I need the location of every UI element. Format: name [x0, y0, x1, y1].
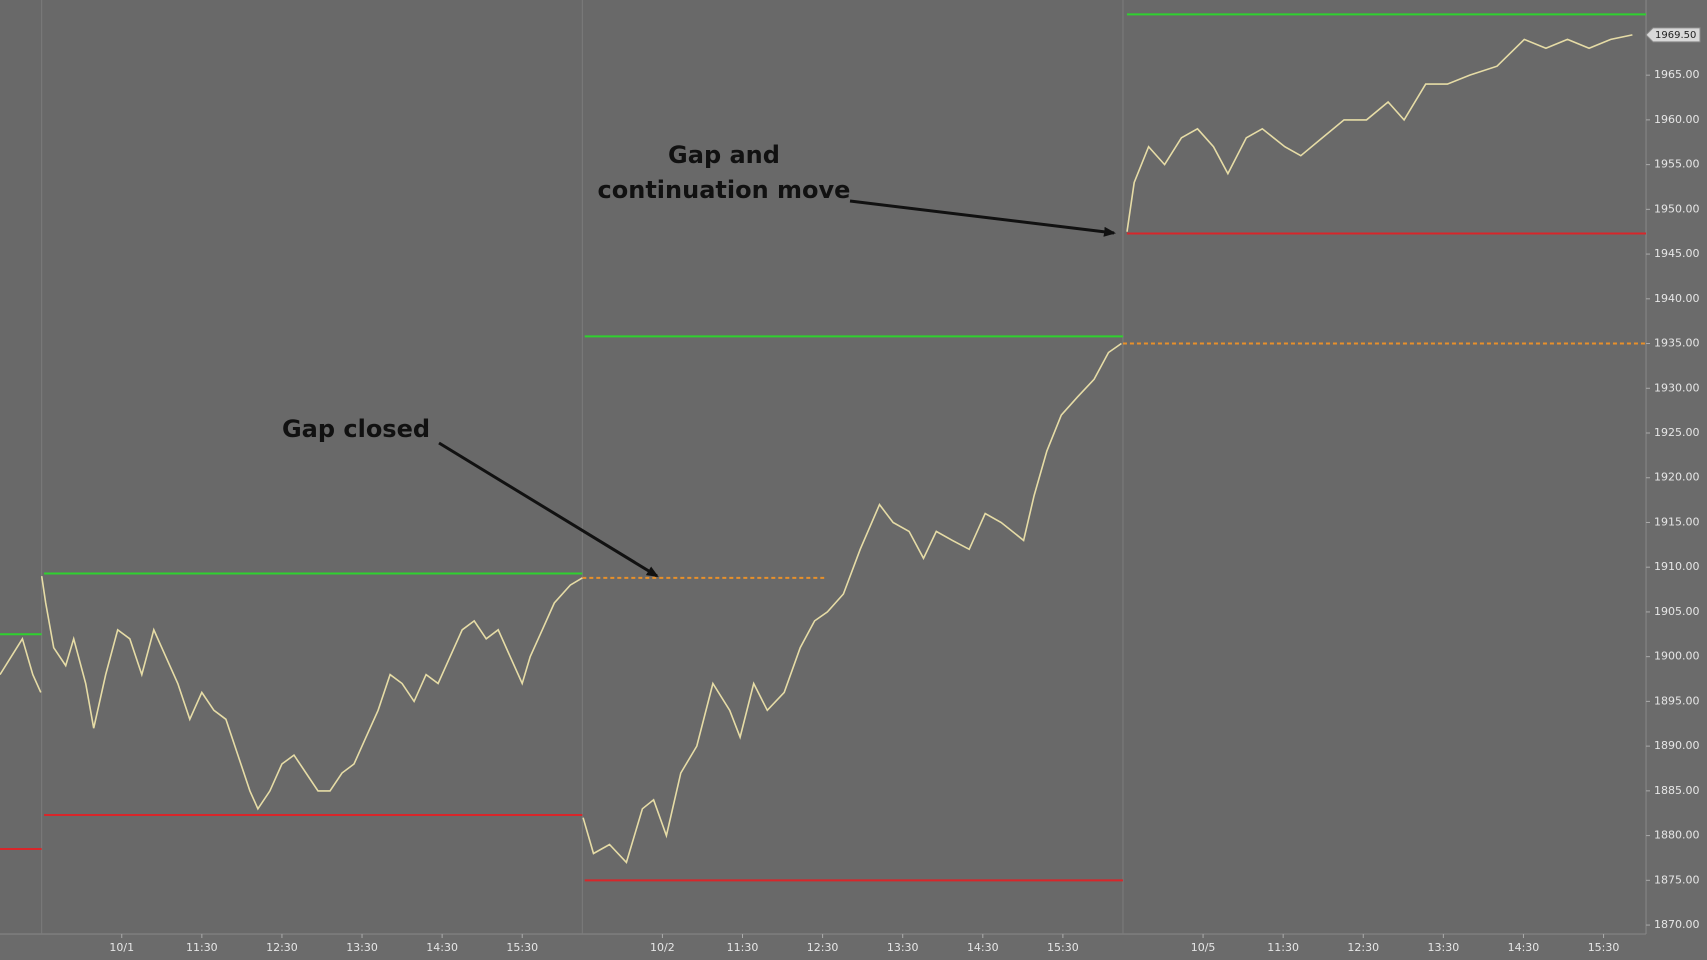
- x-tick-label: 12:30: [266, 941, 298, 954]
- annotation: Gap closed: [282, 415, 430, 443]
- y-tick-label: 1905.00: [1654, 605, 1700, 618]
- x-tick-label: 13:30: [346, 941, 378, 954]
- y-tick-label: 1945.00: [1654, 247, 1700, 260]
- annotation: continuation move: [598, 176, 851, 204]
- y-tick-label: 1925.00: [1654, 426, 1700, 439]
- y-tick-label: 1885.00: [1654, 784, 1700, 797]
- y-tick-label: 1965.00: [1654, 68, 1700, 81]
- y-tick-label: 1920.00: [1654, 471, 1700, 484]
- x-tick-label: 15:30: [506, 941, 538, 954]
- y-tick-label: 1900.00: [1654, 650, 1700, 663]
- x-tick-label: 11:30: [1267, 941, 1299, 954]
- price-tag-label: 1969.50: [1655, 30, 1696, 41]
- y-tick-label: 1910.00: [1654, 560, 1700, 573]
- x-tick-label: 11:30: [727, 941, 759, 954]
- price-line: [0, 34, 1633, 864]
- arrow: [849, 199, 1116, 237]
- price-tag: [1645, 27, 1701, 43]
- arrow: [438, 441, 659, 578]
- x-tick-label: 14:30: [1508, 941, 1540, 954]
- x-tick-label: 12:30: [1347, 941, 1379, 954]
- y-tick-label: 1895.00: [1654, 694, 1700, 707]
- x-tick-label: 12:30: [807, 941, 839, 954]
- x-tick-label: 10/1: [109, 941, 134, 954]
- x-tick-label: 10/5: [1191, 941, 1216, 954]
- annotation: Gap and: [668, 141, 780, 169]
- x-tick-label: 11:30: [186, 941, 218, 954]
- x-tick-label: 15:30: [1588, 941, 1620, 954]
- y-tick-label: 1955.00: [1654, 158, 1700, 171]
- x-tick-label: 15:30: [1047, 941, 1079, 954]
- plot-area: [0, 0, 1646, 934]
- y-tick-label: 1940.00: [1654, 292, 1700, 305]
- x-tick-label: 14:30: [426, 941, 458, 954]
- y-tick-label: 1875.00: [1654, 873, 1700, 886]
- y-tick-label: 1930.00: [1654, 381, 1700, 394]
- y-tick-label: 1960.00: [1654, 113, 1700, 126]
- x-tick-label: 13:30: [887, 941, 919, 954]
- y-tick-label: 1950.00: [1654, 202, 1700, 215]
- y-tick-label: 1870.00: [1654, 918, 1700, 931]
- y-tick-label: 1915.00: [1654, 515, 1700, 528]
- x-tick-label: 13:30: [1428, 941, 1460, 954]
- y-tick-label: 1890.00: [1654, 739, 1700, 752]
- x-tick-label: 10/2: [650, 941, 675, 954]
- x-tick-label: 14:30: [967, 941, 999, 954]
- y-tick-label: 1935.00: [1654, 337, 1700, 350]
- y-tick-label: 1880.00: [1654, 829, 1700, 842]
